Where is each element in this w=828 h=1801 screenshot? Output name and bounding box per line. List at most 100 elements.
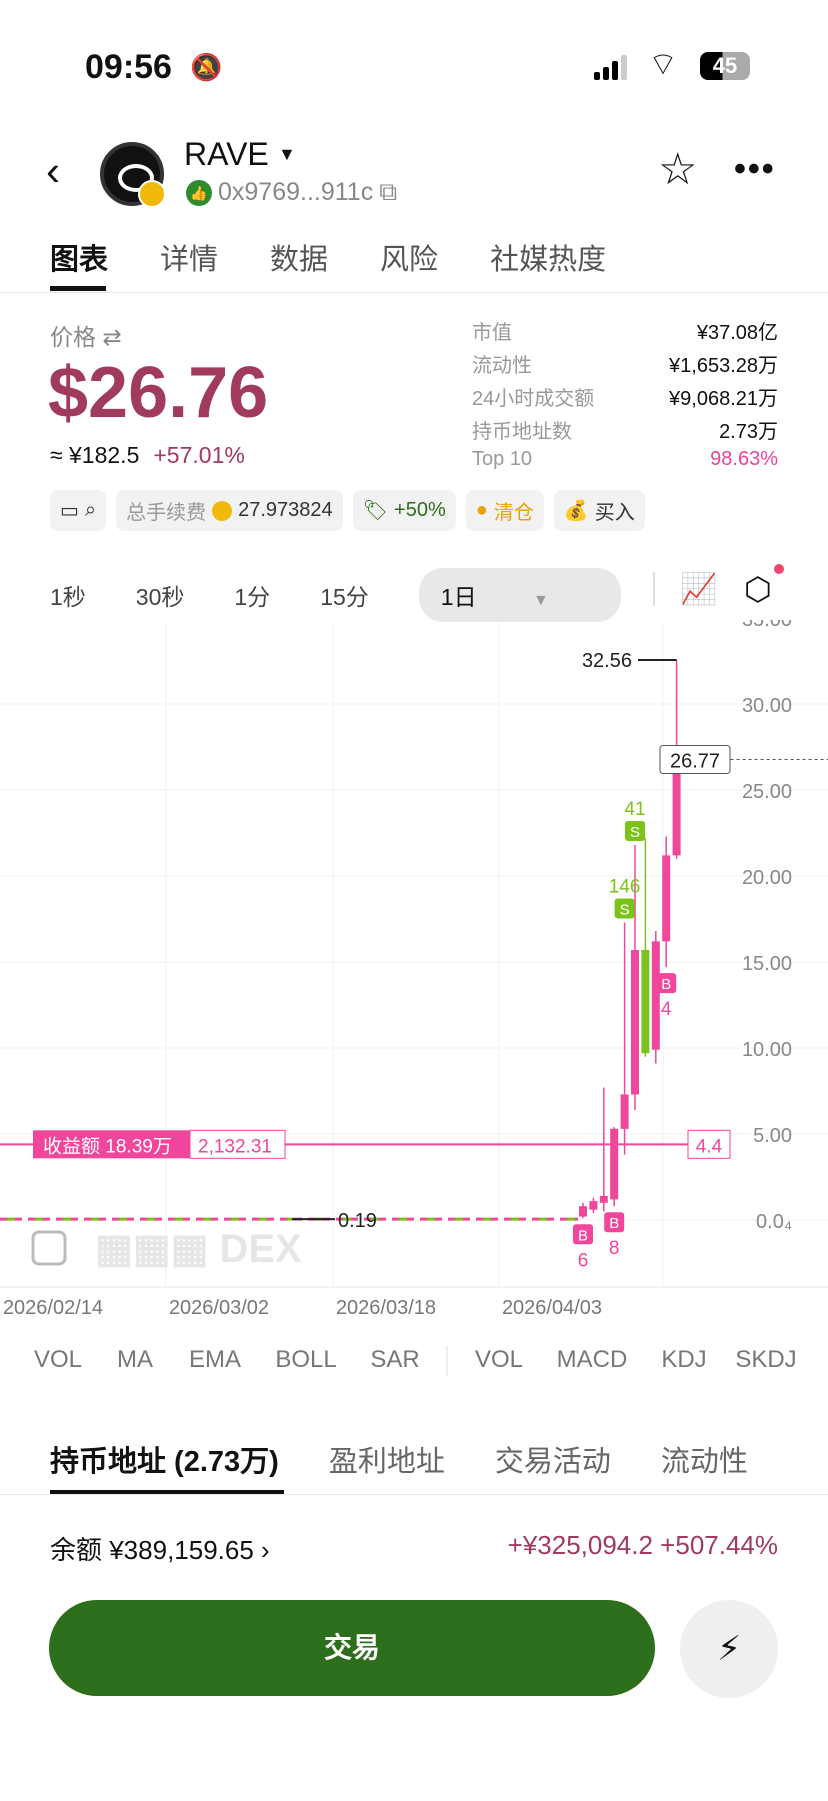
search-icon[interactable]: ⌕: [84, 499, 97, 521]
price-cny: ≈ ¥182.5: [50, 442, 140, 468]
price-label[interactable]: 价格 ⇄: [50, 318, 122, 352]
timeframe-1d[interactable]: 1日 ▼: [418, 568, 621, 622]
tab-profit-addresses[interactable]: 盈利地址: [328, 1446, 445, 1478]
tab-chart[interactable]: 图表: [50, 244, 109, 276]
indicator-icon[interactable]: 📈: [680, 573, 718, 606]
buy-marker-count: 8: [609, 1238, 620, 1259]
y-tick-label: 15.00: [742, 953, 792, 975]
candle-body: [610, 1128, 619, 1200]
candle-body: [620, 1094, 629, 1129]
quick-trade-bolt-icon[interactable]: ⚡: [680, 1600, 778, 1698]
chef-hat-icon: ●: [475, 499, 488, 521]
caret-down-icon: ▼: [532, 592, 549, 609]
y-tick-label: 0.0₄: [756, 1211, 792, 1233]
indicator-skdj[interactable]: SKDJ: [735, 1346, 797, 1373]
sell-marker-letter: S: [620, 901, 630, 918]
buy-marker-letter: B: [578, 1227, 588, 1244]
stat-key: 流动性: [472, 355, 532, 377]
boost-chip[interactable]: 🏷 +50%: [352, 490, 456, 531]
stat-value: ¥37.08亿: [696, 322, 778, 344]
trade-button[interactable]: 交易: [49, 1600, 655, 1696]
high-label: 32.56: [582, 650, 632, 672]
sell-marker: [625, 821, 645, 842]
tab-holders[interactable]: 持币地址 (2.73万): [50, 1446, 279, 1478]
indicator-macd[interactable]: MACD: [556, 1346, 628, 1373]
tab-liquidity[interactable]: 流动性: [660, 1446, 748, 1478]
divider: [0, 1494, 828, 1495]
sell-marker-letter: S: [630, 824, 640, 841]
contract-address[interactable]: 👍 0x9769...911c ⧉: [186, 178, 397, 207]
boost-value: +50%: [394, 499, 446, 521]
stat-row: 流动性 ¥1,653.28万: [472, 349, 778, 382]
clear-label: 清仓: [493, 502, 534, 524]
main-tabs: 图表 详情 数据 风险 社媒热度: [50, 236, 606, 278]
battery-icon: 45: [700, 52, 750, 80]
browser-search-chip[interactable]: ▭ ⌕: [50, 490, 107, 531]
profit-label: 收益额 18.39万: [43, 1135, 172, 1157]
tab-risk[interactable]: 风险: [380, 244, 439, 276]
cost-tag: [687, 1129, 731, 1159]
balance-text: 余额 ¥389,159.65: [50, 1535, 254, 1565]
buy-marker: [604, 1212, 625, 1233]
x-tick-label: 2026/03/02: [169, 1297, 269, 1319]
indicator-sar[interactable]: SAR: [370, 1346, 420, 1373]
copy-icon[interactable]: ⧉: [379, 178, 398, 206]
timeframe-selector: 1秒 30秒 1分 15分 1日 ▼: [50, 568, 671, 622]
stats-panel: 市值 ¥37.08亿 流动性 ¥1,653.28万 24小时成交额 ¥9,068.21…: [472, 316, 778, 481]
swap-icon[interactable]: ⇄: [102, 324, 122, 350]
caret-down-icon[interactable]: ▼: [278, 144, 296, 164]
indicator-vol-sub[interactable]: VOL: [474, 1346, 524, 1373]
indicator-kdj[interactable]: KDJ: [661, 1346, 707, 1373]
stat-key: 持币地址数: [472, 421, 572, 443]
stat-row: 市值 ¥37.08亿: [472, 316, 778, 349]
indicator-ma[interactable]: MA: [117, 1346, 153, 1373]
token-name[interactable]: RAVE: [184, 136, 269, 172]
browser-icon[interactable]: ▭: [60, 500, 79, 522]
tab-underline: [50, 286, 106, 291]
y-tick-label: 30.00: [742, 695, 792, 717]
okx-dex-watermark: ▦▦▦ DEX: [95, 1227, 302, 1271]
tab-activity[interactable]: 交易活动: [494, 1446, 611, 1478]
indicator-ema[interactable]: EMA: [188, 1346, 242, 1373]
buy-marker: [656, 973, 677, 994]
wifi-icon: ⌔: [648, 46, 679, 82]
back-button[interactable]: ‹: [46, 147, 60, 194]
y-tick-label: 5.00: [753, 1125, 792, 1147]
candle-body: [631, 949, 639, 1095]
y-tick-label: 25.00: [742, 781, 792, 803]
price-value: $26.76: [48, 353, 269, 433]
candle-body: [651, 941, 660, 1050]
timeframe-1s[interactable]: 1秒: [50, 584, 86, 610]
pnl-value: +¥325,094.2 +507.44%: [507, 1530, 778, 1560]
price-chart[interactable]: 35.00 30.00 25.00 20.00 15.00 10.00 5.00 0.0₄ 20…: [0, 620, 828, 1330]
tab-details[interactable]: 详情: [160, 244, 219, 276]
profit-tag: [33, 1130, 190, 1159]
tab-social[interactable]: 社媒热度: [490, 244, 607, 276]
price-label-text: 价格: [50, 324, 96, 350]
indicator-vol[interactable]: VOL: [33, 1346, 83, 1373]
amount-label: 2,132.31: [198, 1136, 272, 1157]
tab-data[interactable]: 数据: [270, 244, 329, 276]
balance-link[interactable]: 余额 ¥389,159.65 ›: [50, 1530, 270, 1567]
thumbs-up-icon: 👍: [186, 179, 212, 206]
amount-tag: [189, 1129, 286, 1159]
buy-marker-count: 4: [661, 999, 672, 1020]
timeframe-15m[interactable]: 15分: [320, 584, 369, 610]
stat-row: Top 10 98.63%: [472, 448, 778, 481]
stat-row: 24小时成交额 ¥9,068.21万: [472, 382, 778, 415]
chips-row: ▭ ⌕ 总手续费 27.973824 🏷 +50% ● 清仓 💰 买入: [50, 490, 645, 531]
price-change: +57.01%: [153, 442, 245, 468]
indicator-boll[interactable]: BOLL: [275, 1346, 337, 1373]
settings-hexagon-icon[interactable]: ⬡: [744, 571, 772, 607]
address-text: 0x9769...911c: [218, 178, 374, 206]
star-icon[interactable]: ☆: [658, 145, 698, 194]
timeframe-30s[interactable]: 30秒: [135, 584, 185, 610]
candle-body: [599, 1195, 608, 1203]
fee-chip[interactable]: 总手续费 27.973824: [116, 490, 343, 531]
buy-chip[interactable]: 💰 买入: [553, 490, 645, 531]
candle-body: [672, 759, 681, 856]
timeframe-1m[interactable]: 1分: [234, 584, 271, 610]
clear-chip[interactable]: ● 清仓: [465, 490, 544, 531]
more-icon[interactable]: •••: [734, 150, 776, 188]
current-price-label: 26.77: [670, 751, 720, 773]
